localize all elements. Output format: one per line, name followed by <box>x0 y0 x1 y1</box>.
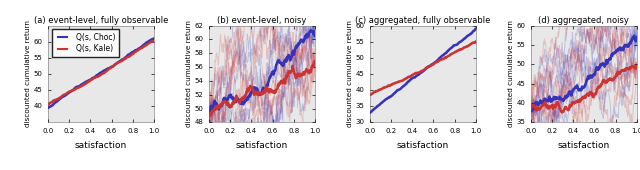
Title: (c) aggregated, fully observable: (c) aggregated, fully observable <box>355 16 491 25</box>
X-axis label: satisfaction: satisfaction <box>397 141 449 150</box>
Title: (b) event-level, noisy: (b) event-level, noisy <box>217 16 307 25</box>
Legend: Q(s, Choc), Q(s, Kale): Q(s, Choc), Q(s, Kale) <box>52 29 119 57</box>
Y-axis label: discounted cumulative return: discounted cumulative return <box>186 21 191 127</box>
X-axis label: satisfaction: satisfaction <box>557 141 610 150</box>
Y-axis label: discounted cumulative return: discounted cumulative return <box>347 21 353 127</box>
Title: (d) aggregated, noisy: (d) aggregated, noisy <box>538 16 629 25</box>
Title: (a) event-level, fully observable: (a) event-level, fully observable <box>34 16 168 25</box>
Y-axis label: discounted cumulative return: discounted cumulative return <box>508 21 513 127</box>
X-axis label: satisfaction: satisfaction <box>75 141 127 150</box>
X-axis label: satisfaction: satisfaction <box>236 141 288 150</box>
Y-axis label: discounted cumulative return: discounted cumulative return <box>25 21 31 127</box>
